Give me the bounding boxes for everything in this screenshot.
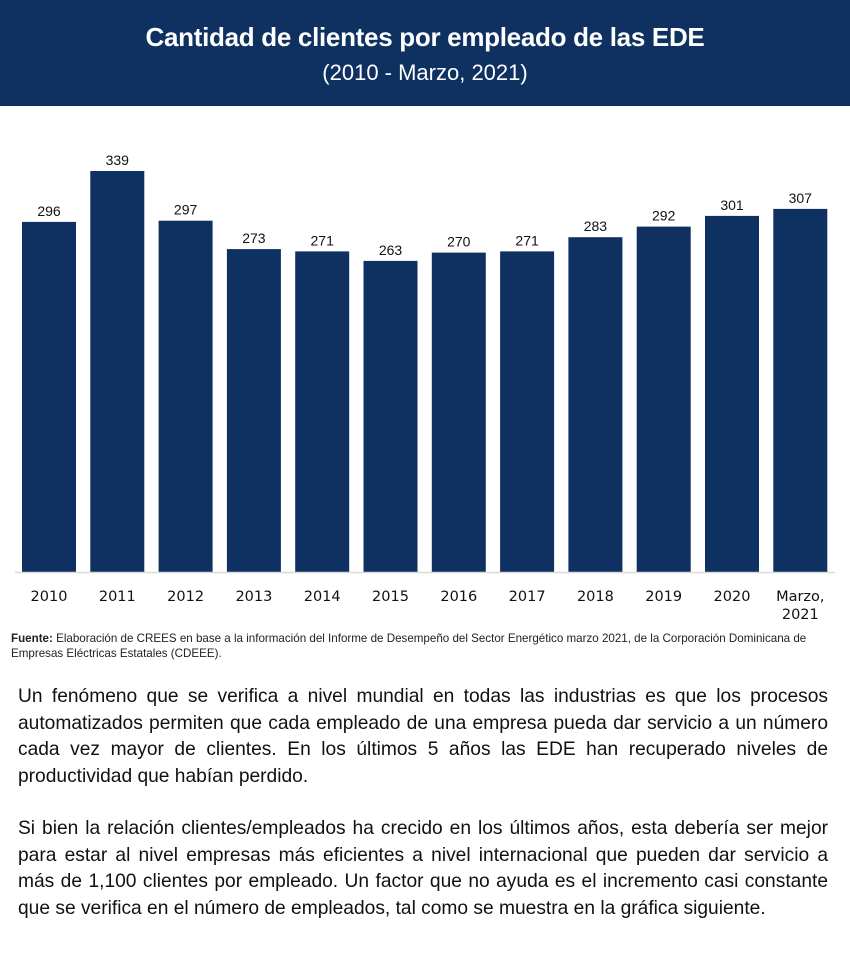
value-label: 270 — [447, 234, 471, 250]
category-label: 2016 — [440, 589, 477, 605]
value-label: 297 — [174, 202, 198, 218]
chart-title: Cantidad de clientes por empleado de las… — [145, 22, 705, 52]
value-label: 271 — [311, 232, 335, 248]
bars-group — [22, 171, 828, 572]
value-label: 296 — [37, 203, 61, 219]
bar-2018 — [568, 237, 623, 572]
bar-2011 — [90, 171, 145, 572]
bar-2016 — [431, 252, 486, 572]
category-label: 2020 — [714, 589, 751, 605]
category-label: 2013 — [235, 589, 272, 605]
chart-header: Cantidad de clientes por empleado de las… — [0, 0, 850, 106]
value-label: 301 — [720, 197, 744, 213]
category-label: Marzo, 2021 — [776, 589, 824, 623]
body-paragraph-1: Un fenómeno que se verifica a nivel mund… — [18, 686, 828, 787]
bar-2013 — [226, 249, 281, 572]
source-text: Elaboración de CREES en base a la inform… — [11, 632, 807, 660]
value-label: 307 — [789, 190, 813, 206]
category-label: 2010 — [31, 589, 68, 605]
bar-2015 — [363, 260, 418, 572]
category-label: 2012 — [167, 589, 204, 605]
bar-2010 — [22, 221, 76, 572]
source-note: Fuente: Elaboración de CREES en base a l… — [11, 631, 841, 661]
category-label: 2011 — [99, 589, 136, 605]
body-paragraph-2: Si bien la relación clientes/empleados h… — [18, 818, 828, 919]
bar-2014 — [295, 251, 350, 572]
value-labels-group: 296 339 297 273 271 263 270 271 283 292 301 307 — [37, 152, 812, 258]
value-label: 263 — [379, 242, 403, 258]
value-label: 271 — [515, 232, 539, 248]
value-label: 283 — [584, 218, 608, 234]
value-label: 339 — [106, 152, 130, 168]
bar-2012 — [158, 220, 213, 572]
category-label: 2015 — [372, 589, 409, 605]
value-label: 273 — [242, 230, 266, 246]
category-label: 2017 — [509, 589, 546, 605]
category-label: 2014 — [304, 589, 341, 605]
chart-subtitle: (2010 - Marzo, 2021) — [322, 60, 528, 85]
bar-2017 — [500, 251, 555, 572]
source-label: Fuente: — [11, 632, 53, 645]
category-labels-group: 2010 2011 2012 2013 2014 2015 2016 2017 2018 2019… — [31, 589, 825, 623]
bar-chart: 296 339 297 273 271 263 270 271 283 292 301 307 201… — [15, 152, 835, 623]
bar-marzo-2021 — [773, 208, 828, 572]
bar-2020 — [705, 215, 759, 572]
bar-2019 — [636, 226, 691, 572]
category-label: 2019 — [645, 589, 682, 605]
category-label: 2018 — [577, 589, 614, 605]
value-label: 292 — [652, 208, 676, 224]
